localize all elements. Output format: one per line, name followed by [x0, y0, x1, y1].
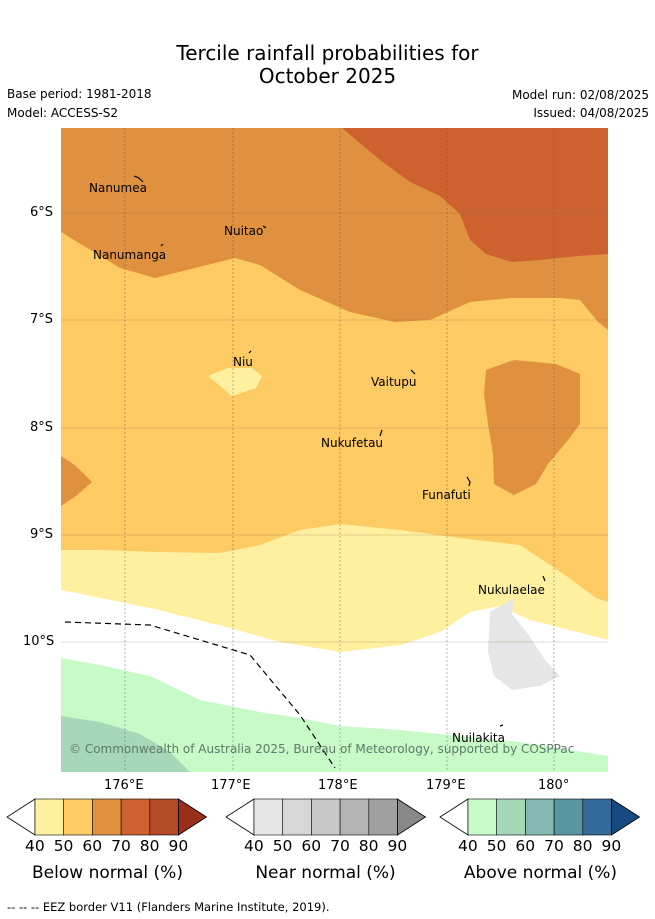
colorbar-bin [92, 798, 122, 836]
colorbar-tick-label: 50 [272, 837, 293, 855]
colorbar-tick-label: 40 [244, 837, 264, 855]
colorbar-tick-label: 50 [486, 837, 507, 855]
below-60-patch-east [484, 360, 580, 495]
colorbar-min-extension [439, 798, 469, 836]
colorbar-bin [582, 798, 612, 836]
colorbar-title-near: Near normal (%) [255, 863, 396, 883]
colorbar-bin [467, 798, 498, 836]
colorbar-bin [282, 798, 312, 836]
lat-tick-10s: 10°S [23, 634, 55, 649]
colorbar-tick-label: 70 [330, 837, 350, 855]
colorbar-below-normal [6, 798, 208, 836]
colorbar-tick-label: 70 [111, 837, 131, 855]
model-run: Model run: 02/08/2025 [511, 88, 649, 102]
model-name: Model: ACCESS-S2 [7, 106, 119, 120]
above-50-region [61, 716, 190, 772]
issued-date: Issued: 04/08/2025 [533, 106, 649, 120]
colorbar-bin [63, 798, 93, 836]
place-label-nukulaelae: Nukulaelae [478, 583, 545, 597]
niu-island-mark [248, 350, 252, 354]
colorbar-tick-label: 60 [82, 837, 103, 855]
lat-tick-6s: 6°S [30, 205, 54, 220]
colorbar-title-below: Below normal (%) [32, 863, 183, 883]
nukufetau-island-mark [379, 429, 383, 437]
funafuti-island-mark [466, 476, 471, 487]
colorbar-tick-label: 60 [301, 837, 322, 855]
colorbar-tick-label: 80 [358, 837, 379, 855]
lat-tick-9s: 9°S [30, 527, 54, 542]
colorbar-min-extension [6, 798, 36, 836]
colorbar-tick-label: 40 [458, 837, 478, 855]
gridlines [61, 128, 608, 772]
colorbar-above-normal [439, 798, 641, 836]
eez-legend: -- -- -- EEZ border V11 (Flanders Marine… [7, 900, 330, 914]
map-title-line2: October 2025 [258, 64, 397, 88]
place-label-nuilakita: Nuilakita [452, 731, 505, 745]
colorbar-bin [149, 798, 179, 836]
lat-tick-7s: 7°S [30, 312, 54, 327]
colorbar-max-extension [178, 798, 208, 836]
nanumanga-island-mark [160, 243, 164, 247]
copyright-notice: © Commonwealth of Australia 2025, Bureau… [69, 742, 575, 756]
colorbar-bin [120, 798, 151, 836]
colorbar-bin [253, 798, 284, 836]
map-fill-layer [61, 128, 608, 772]
place-label-nukufetau: Nukufetau [321, 436, 384, 450]
colorbar-tick-label: 60 [515, 837, 536, 855]
place-label-funafuti: Funafuti [422, 488, 471, 502]
lon-tick-179e: 179°E [426, 778, 466, 793]
above-40-region [61, 658, 608, 772]
colorbar-bin [553, 798, 584, 836]
lat-tick-8s: 8°S [30, 420, 54, 435]
colorbar-bin [368, 798, 398, 836]
colorbar-bin [34, 798, 65, 836]
colorbar-legend [6, 798, 641, 836]
map-title-line1: Tercile rainfall probabilities for [176, 41, 479, 65]
colorbar-tick-label: 50 [53, 837, 74, 855]
nuilakita-island-mark [499, 724, 504, 727]
place-label-nanumanga: Nanumanga [93, 248, 167, 262]
colorbar-bin [496, 798, 526, 836]
colorbar-tick-label: 90 [601, 837, 622, 855]
base-period: Base period: 1981-2018 [7, 87, 152, 101]
lon-tick-178e: 178°E [318, 778, 358, 793]
colorbar-near-normal [225, 798, 427, 836]
place-label-nuitao: Nuitao [224, 224, 264, 238]
lon-tick-176e: 176°E [104, 778, 144, 793]
lon-tick-177e: 177°E [211, 778, 251, 793]
colorbar-bin [339, 798, 370, 836]
place-label-niu: Niu [233, 355, 253, 369]
colorbar-bin [525, 798, 555, 836]
place-label-nanumea: Nanumea [89, 181, 147, 195]
colorbar-max-extension [611, 798, 641, 836]
lon-tick-180: 180° [538, 778, 570, 793]
near-40-patch [488, 598, 560, 690]
eez-border-line [64, 621, 336, 769]
colorbar-tick-label: 90 [168, 837, 189, 855]
colorbar-tick-label: 80 [572, 837, 593, 855]
vaitupu-island-mark [410, 369, 416, 375]
colorbar-tick-label: 80 [139, 837, 160, 855]
colorbar-tick-label: 70 [544, 837, 564, 855]
nukulaelae-island-mark [542, 575, 546, 582]
below-40-blob-niu [208, 368, 262, 396]
below-70-region [342, 128, 608, 262]
nuitao-island-mark [262, 225, 267, 229]
colorbar-max-extension [397, 798, 427, 836]
below-60-patch-west [61, 456, 92, 506]
colorbar-title-above: Above normal (%) [463, 863, 618, 883]
colorbar-tick-label: 40 [25, 837, 45, 855]
island-markers [133, 175, 546, 727]
colorbar-tick-label: 90 [387, 837, 408, 855]
colorbar-bin [311, 798, 341, 836]
nanumea-island-mark [133, 175, 144, 183]
colorbar-min-extension [225, 798, 255, 836]
place-label-vaitupu: Vaitupu [371, 375, 417, 389]
